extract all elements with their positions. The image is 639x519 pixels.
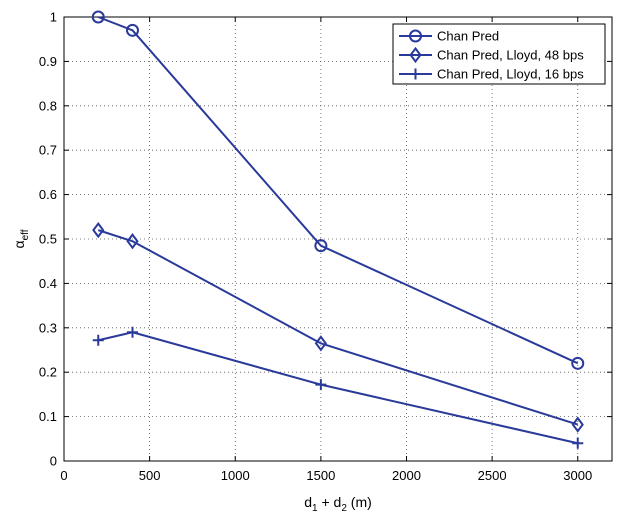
- legend-entry: Chan Pred: [399, 29, 499, 44]
- circle-marker: [409, 29, 422, 43]
- diamond-marker: [126, 233, 139, 250]
- y-tick-label: 0.9: [39, 54, 57, 69]
- y-tick-label: 0: [50, 454, 57, 469]
- circle-marker: [91, 10, 105, 24]
- circle-marker: [126, 23, 139, 37]
- diamond-marker: [92, 221, 105, 239]
- legend: Chan Pred Chan Pred, Lloyd, 48 bps Chan Pr…: [392, 23, 606, 85]
- plus-marker: [92, 334, 104, 346]
- x-tick-label: 2000: [392, 468, 421, 483]
- plus-marker: [315, 379, 327, 391]
- circle-marker: [571, 356, 585, 370]
- diamond-marker: [571, 416, 584, 433]
- y-tick-label: 0.1: [39, 409, 57, 424]
- series-3: [92, 326, 584, 449]
- series-line: [97, 16, 579, 365]
- y-tick-label: 0.7: [39, 143, 57, 158]
- legend-label: Chan Pred, Lloyd, 16 bps: [437, 67, 584, 82]
- x-tick-label: 2500: [478, 468, 507, 483]
- series-2: [92, 221, 584, 433]
- x-tick-label: 500: [139, 468, 161, 483]
- x-tick-label: 3000: [563, 468, 592, 483]
- diamond-marker: [409, 46, 422, 64]
- legend-label: Chan Pred, Lloyd, 48 bps: [437, 48, 584, 63]
- plus-marker: [410, 68, 421, 80]
- diamond-marker: [314, 335, 327, 352]
- y-tick-label: 0.2: [39, 365, 57, 380]
- series-line: [97, 229, 579, 426]
- series-1: [91, 10, 585, 370]
- y-axis-label: αeff: [11, 229, 31, 248]
- axis-ticks: 0 500 1000 1500 2000 2500 3000 0 0.1 0.2 0.3 0.4 0.5…: [39, 10, 612, 483]
- x-axis-label: d1 + d2 (m): [304, 494, 372, 514]
- plus-marker: [572, 437, 584, 449]
- legend-label: Chan Pred: [437, 29, 499, 44]
- legend-entry: Chan Pred, Lloyd, 16 bps: [399, 67, 584, 82]
- plus-marker: [127, 326, 138, 338]
- legend-entry: Chan Pred, Lloyd, 48 bps: [399, 46, 584, 64]
- y-tick-label: 0.3: [39, 320, 57, 335]
- y-tick-label: 1: [50, 10, 57, 25]
- x-tick-label: 1000: [221, 468, 250, 483]
- x-tick-label: 0: [60, 468, 67, 483]
- y-tick-label: 0.4: [39, 276, 57, 291]
- series-line: [98, 331, 578, 445]
- series-group: [91, 10, 585, 449]
- y-tick-label: 0.8: [39, 98, 57, 113]
- x-tick-label: 1500: [306, 468, 335, 483]
- y-tick-label: 0.6: [39, 187, 57, 202]
- circle-marker: [314, 239, 328, 253]
- y-tick-label: 0.5: [39, 232, 57, 247]
